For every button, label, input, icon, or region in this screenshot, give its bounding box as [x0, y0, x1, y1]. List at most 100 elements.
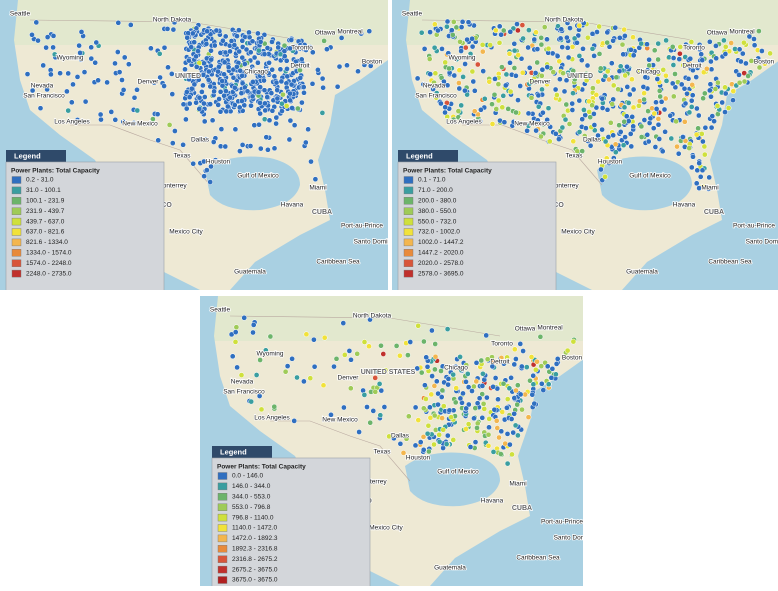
plant-marker [265, 146, 271, 153]
plant-marker [279, 108, 285, 114]
place-label: Monterrey [357, 479, 387, 486]
plant-marker [425, 422, 432, 429]
plant-marker [266, 117, 273, 124]
plant-marker [688, 97, 695, 104]
place-label: Detroit [682, 63, 701, 70]
plant-marker [291, 418, 298, 424]
plant-marker [496, 39, 503, 46]
plant-marker [321, 38, 327, 44]
plant-marker [65, 107, 72, 114]
place-label: Guatemala [234, 269, 266, 276]
place-label: Havana [673, 202, 696, 209]
plant-marker [37, 105, 44, 112]
plant-marker [513, 387, 519, 394]
plant-marker [535, 103, 542, 110]
plant-marker [244, 88, 251, 95]
plant-marker [208, 47, 214, 54]
plant-marker [462, 87, 468, 94]
plant-marker [127, 22, 134, 28]
plant-marker [690, 153, 696, 160]
plant-marker [602, 138, 609, 145]
plant-marker [453, 56, 460, 63]
plant-marker [201, 118, 208, 125]
place-label: Nevada [31, 83, 54, 90]
plant-marker [569, 100, 576, 107]
plant-marker [460, 390, 466, 397]
plant-marker [443, 441, 450, 447]
plant-marker [602, 173, 608, 180]
plant-marker [97, 111, 104, 118]
legend-class: 2578.0 - 3695.0 [418, 270, 464, 277]
plant-marker [378, 342, 384, 349]
plant-marker [646, 120, 653, 126]
plant-marker [712, 86, 719, 92]
plant-marker [599, 95, 606, 102]
plant-marker [706, 174, 713, 181]
plant-marker [274, 87, 281, 93]
plant-marker [255, 30, 261, 37]
plant-marker [645, 108, 651, 114]
plant-marker [628, 143, 635, 150]
plant-marker [598, 166, 604, 173]
plant-marker [589, 102, 595, 109]
plant-marker [70, 81, 76, 88]
plant-marker [610, 155, 617, 161]
plant-marker [668, 135, 675, 142]
plant-marker [186, 94, 193, 101]
plant-marker [539, 66, 546, 73]
plant-marker [320, 84, 326, 91]
plant-marker [498, 31, 504, 38]
place-label: New Mexico [122, 121, 158, 128]
border [70, 124, 211, 186]
plant-marker [677, 44, 684, 50]
plant-marker [211, 42, 218, 49]
plant-marker [736, 46, 743, 53]
plant-marker [463, 405, 470, 412]
legend-header: Legend [220, 447, 247, 456]
plant-marker [361, 339, 368, 345]
plant-marker [557, 35, 564, 42]
place-label: Santo Domingo [746, 239, 778, 246]
plant-marker [463, 362, 470, 368]
plant-marker [453, 385, 460, 391]
plant-marker [494, 425, 501, 431]
plant-marker [40, 62, 47, 69]
place-label: Dallas [583, 137, 602, 144]
plant-marker [432, 353, 439, 360]
plant-marker [674, 143, 680, 150]
plant-marker [570, 138, 577, 145]
plant-marker [487, 42, 494, 48]
legend-swatch [217, 565, 228, 574]
plant-marker [439, 46, 445, 52]
legend-swatch [11, 238, 22, 247]
plant-marker [151, 79, 158, 86]
plant-marker [662, 95, 669, 102]
plant-marker [478, 357, 485, 364]
plant-marker [697, 173, 704, 180]
plant-marker [236, 27, 242, 33]
place-label: Denver [338, 375, 360, 382]
plant-marker [579, 116, 586, 123]
plant-marker [683, 41, 689, 48]
plant-marker [442, 59, 449, 66]
place-label: Seattle [402, 11, 423, 18]
plant-marker [584, 34, 591, 41]
plant-marker [540, 121, 546, 128]
plant-marker [531, 400, 538, 407]
plant-marker [148, 45, 154, 52]
plant-marker [605, 134, 612, 140]
plant-marker [524, 127, 530, 134]
plant-marker [564, 20, 571, 26]
plant-marker [382, 367, 389, 374]
plant-marker [271, 73, 278, 80]
plant-marker [515, 27, 521, 34]
legend-swatch [217, 534, 228, 543]
plant-marker [231, 84, 238, 91]
plant-marker [223, 108, 230, 115]
plant-marker [239, 72, 245, 79]
plant-marker [504, 396, 511, 402]
plant-marker [738, 58, 744, 65]
plant-marker [424, 430, 431, 437]
plant-marker [554, 92, 560, 98]
place-label: Houston [406, 455, 431, 462]
